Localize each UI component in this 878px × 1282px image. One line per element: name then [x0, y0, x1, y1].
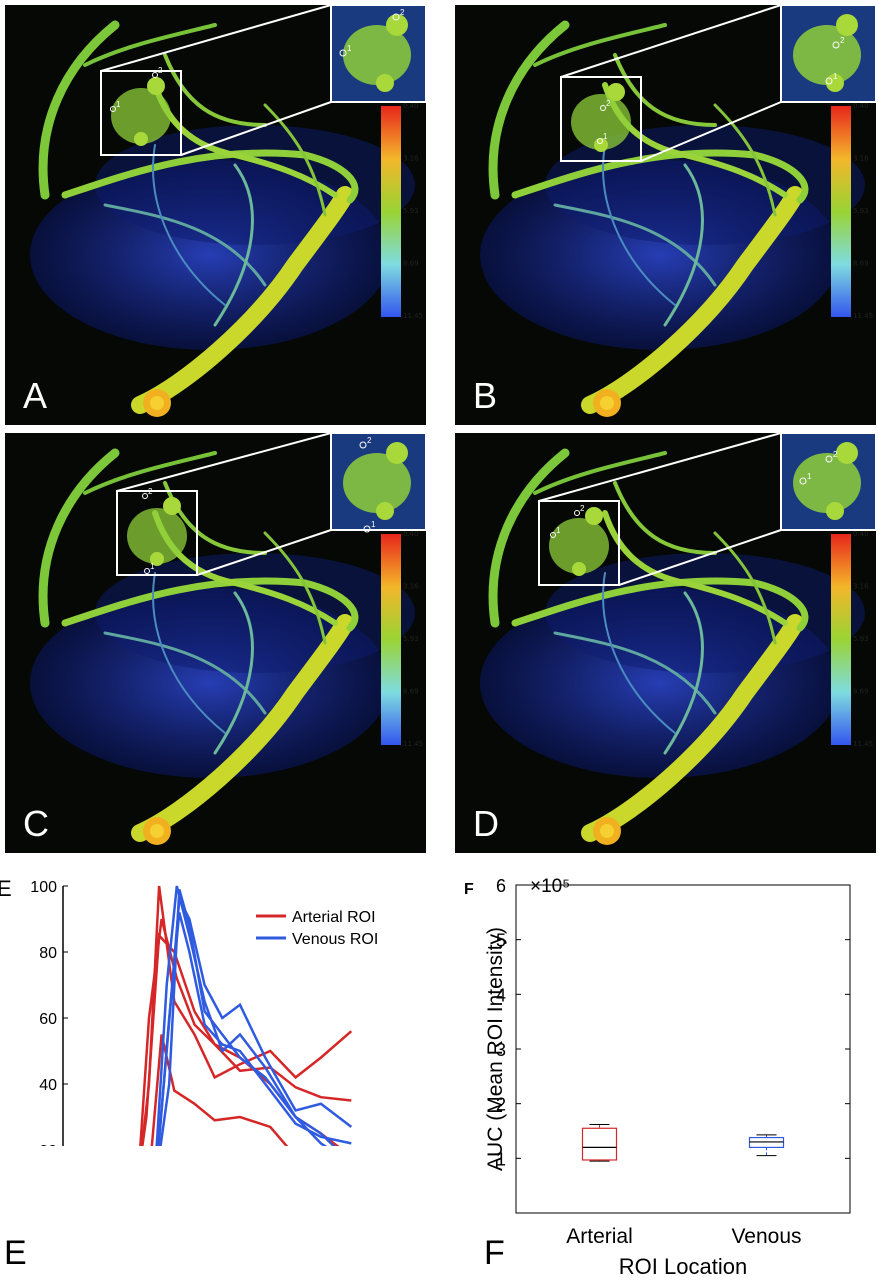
colorbar-tick-label: 3.16	[853, 155, 869, 163]
inset-roi-label: 1	[347, 44, 352, 53]
chart-e-panel-letter: E	[4, 1234, 27, 1272]
y-tick-label: 1	[496, 1149, 506, 1169]
colorbar-tick-label: 11.45	[403, 312, 423, 320]
roi-label: 1	[603, 132, 608, 141]
chart-e-time-intensity: E 020406080100510Time (s)Arterial ROIVen…	[0, 876, 378, 1146]
x-axis-label: ROI Location	[619, 1254, 747, 1279]
arterial-series-line	[141, 932, 340, 1146]
x-category-label: Venous	[731, 1225, 801, 1248]
y-tick-label: 80	[39, 945, 57, 962]
colorbar-tick-label: 5.93	[853, 635, 869, 643]
inset-roi-label: 1	[833, 72, 838, 81]
y-tick-label: 100	[30, 879, 57, 896]
y-tick-label: 20	[39, 1143, 57, 1146]
inset-roi-label: 2	[840, 36, 845, 45]
colorbar-tick-label: 0.40	[853, 102, 869, 110]
chart-f-panel-letter: F	[484, 1234, 505, 1272]
roi-label: 2	[606, 99, 611, 108]
angiogram-image: 1 1 2 2 0.40 3.16 5.93 8.69 11.45	[480, 433, 876, 845]
colorbar-tick-label: 0.40	[403, 530, 419, 538]
panel-letter: A	[23, 375, 48, 416]
legend-entry: Venous ROI	[292, 931, 378, 948]
y-tick-label: 2	[496, 1095, 506, 1115]
angiogram-panel-b: 1 1 2 2 0.40 3.16 5.93 8.69 11.45 B	[455, 5, 876, 425]
angiogram-panel-d: 1 1 2 2 0.40 3.16 5.93 8.69 11.45 D	[455, 433, 876, 853]
colorbar-tick-label: 3.16	[403, 583, 419, 591]
y-tick-label: 3	[496, 1040, 506, 1060]
arterial-series-line	[139, 918, 352, 1146]
colorbar-tick-label: 3.16	[403, 155, 419, 163]
inset-roi-label: 2	[833, 450, 838, 459]
venous-series-line	[157, 894, 353, 1146]
box-venous	[748, 1134, 785, 1157]
roi-label: 2	[580, 504, 585, 513]
colorbar-tick-label: 0.40	[853, 530, 869, 538]
chart-e-corner-label: E	[0, 876, 12, 901]
roi-label: 2	[148, 487, 153, 496]
colorbar-tick-label: 11.45	[853, 740, 873, 748]
colorbar-tick-label: 8.69	[853, 688, 869, 696]
venous-series-line	[157, 912, 352, 1146]
y-tick-label: 5	[496, 931, 506, 951]
y-tick-label: 40	[39, 1077, 57, 1094]
venous-series-line	[159, 888, 328, 1146]
chart-f-corner-label: F	[464, 881, 474, 898]
y-multiplier: ×10⁵	[530, 876, 570, 897]
y-tick-label: 6	[496, 876, 506, 896]
arterial-series-line	[140, 885, 353, 1146]
x-category-label: Arterial	[566, 1225, 633, 1248]
roi-label: 1	[556, 526, 561, 535]
roi-label: 1	[150, 562, 155, 571]
colorbar-tick-label: 11.45	[403, 740, 423, 748]
panel-letter: B	[473, 375, 498, 416]
roi-label: 2	[158, 66, 163, 75]
y-axis-label: AUC (Mean ROI Intensity)	[484, 927, 507, 1171]
colorbar-tick-label: 5.93	[403, 635, 419, 643]
panel-letter: C	[23, 803, 49, 844]
colorbar-tick-label: 5.93	[853, 207, 869, 215]
venous-series-line	[155, 885, 336, 1146]
inset-roi-label: 2	[367, 436, 372, 445]
colorbar-tick-label: 8.69	[853, 260, 869, 268]
angiogram-image: 1 1 2 2 0.40 3.16 5.93 8.69 11.45	[480, 5, 876, 417]
roi-label: 1	[116, 100, 121, 109]
colorbar: 0.40 3.16 5.93 8.69 11.45	[831, 102, 873, 320]
y-tick-label: 60	[39, 1011, 57, 1028]
colorbar-tick-label: 8.69	[403, 260, 419, 268]
inset-roi-label: 2	[400, 8, 405, 17]
inset-roi-label: 1	[807, 472, 812, 481]
panel-letter: D	[473, 803, 499, 844]
inset-roi-label: 1	[371, 520, 376, 529]
colorbar-tick-label: 3.16	[853, 583, 869, 591]
y-tick-label: 4	[496, 985, 506, 1005]
chart-f-boxplot: F 1 2 3 4 5 6 ×10⁵ AUC (Mean ROI Intensity) ROI …	[464, 876, 851, 1279]
colorbar-tick-label: 11.45	[853, 312, 873, 320]
colorbar-tick-label: 0.40	[403, 102, 419, 110]
angiogram-image: 1 1 2 2 0.40 3.16 5.93 8.69 11.45	[30, 5, 426, 417]
angiogram-image: 1 1 2 2 0.40 3.16 5.93 8.69 11.45	[30, 433, 426, 845]
colorbar: 0.40 3.16 5.93 8.69 11.45	[381, 102, 423, 320]
angiogram-panel-a: 1 1 2 2 0.40 3.16 5.93 8.69 11.45 A	[5, 5, 426, 425]
colorbar: 0.40 3.16 5.93 8.69 11.45	[381, 530, 423, 748]
angiogram-panel-c: 1 1 2 2 0.40 3.16 5.93 8.69 11.45 C	[5, 433, 426, 853]
legend-entry: Arterial ROI	[292, 909, 376, 926]
plot-frame	[515, 884, 851, 1214]
colorbar-tick-label: 8.69	[403, 688, 419, 696]
arterial-series-line	[150, 1034, 289, 1146]
colorbar-tick-label: 5.93	[403, 207, 419, 215]
box-arterial	[581, 1123, 618, 1162]
colorbar: 0.40 3.16 5.93 8.69 11.45	[831, 530, 873, 748]
